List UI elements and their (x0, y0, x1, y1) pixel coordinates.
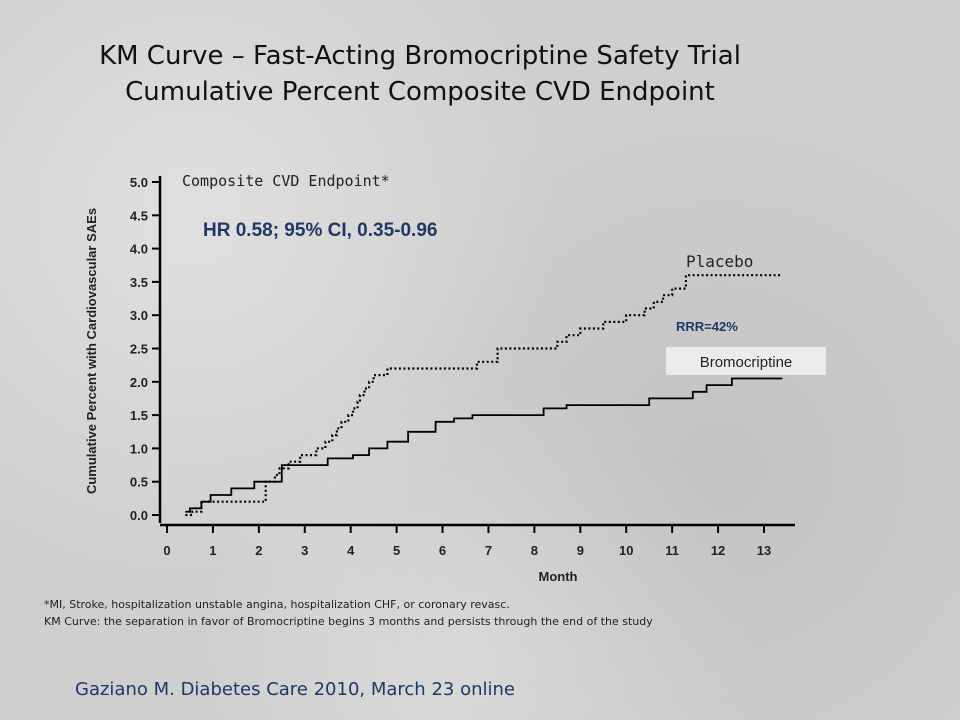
rrr-annotation: RRR=42% (676, 319, 738, 334)
y-tick-label: 4.5 (130, 208, 148, 223)
footnote-line1: *MI, Stroke, hospitalization unstable an… (44, 598, 510, 611)
x-axis-label: Month (539, 569, 578, 584)
y-tick-label: 3.5 (130, 275, 148, 290)
y-tick-label: 5.0 (130, 175, 148, 190)
citation: Gaziano M. Diabetes Care 2010, March 23 … (75, 679, 515, 700)
placebo-legend-label: Placebo (686, 252, 753, 271)
x-tick-label: 3 (301, 543, 308, 558)
footnote-line2: KM Curve: the separation in favor of Bro… (44, 615, 653, 628)
chart-series (185, 274, 783, 517)
slide-title: KM Curve – Fast-Acting Bromocriptine Saf… (0, 38, 840, 110)
y-tick-label: 4.0 (130, 242, 148, 257)
y-tick-label: 2.0 (130, 375, 148, 390)
x-tick-label: 9 (577, 543, 584, 558)
x-tick-label: 2 (255, 543, 262, 558)
x-tick-label: 8 (531, 543, 538, 558)
x-tick-label: 1 (209, 543, 216, 558)
x-tick-label: 12 (711, 543, 725, 558)
x-tick-label: 11 (665, 543, 679, 558)
x-tick-label: 10 (619, 543, 633, 558)
slide-title-line1: KM Curve – Fast-Acting Bromocriptine Saf… (99, 41, 741, 71)
bromocriptine-legend-label: Bromocriptine (700, 354, 793, 371)
series-placebo-line (185, 274, 783, 517)
x-tick-label: 0 (163, 543, 170, 558)
y-tick-label: 1.5 (130, 408, 148, 423)
y-tick-label: 2.5 (130, 342, 148, 357)
x-tick-label: 6 (439, 543, 446, 558)
bromocriptine-label-box (666, 347, 826, 375)
x-tick-label: 7 (485, 543, 492, 558)
series-bromocriptine-line (185, 377, 783, 513)
x-tick-label: 5 (393, 543, 400, 558)
y-tick-label: 0.0 (130, 508, 148, 523)
y-axis-label: Cumulative Percent with Cardiovascular S… (84, 208, 99, 494)
chart-title: Composite CVD Endpoint* (182, 172, 390, 190)
slide-title-line2: Cumulative Percent Composite CVD Endpoin… (125, 77, 715, 107)
chart-axes: 0.00.51.01.52.02.53.03.54.04.55.00 1 2 3 4 5 6… (130, 175, 795, 558)
hazard-ratio-annotation: HR 0.58; 95% CI, 0.35-0.96 (203, 220, 437, 241)
x-tick-label: 13 (757, 543, 771, 558)
y-tick-label: 3.0 (130, 308, 148, 323)
footnote: *MI, Stroke, hospitalization unstable an… (44, 596, 924, 630)
y-tick-label: 1.0 (130, 441, 148, 456)
x-tick-label: 4 (347, 543, 355, 558)
y-tick-label: 0.5 (130, 475, 148, 490)
